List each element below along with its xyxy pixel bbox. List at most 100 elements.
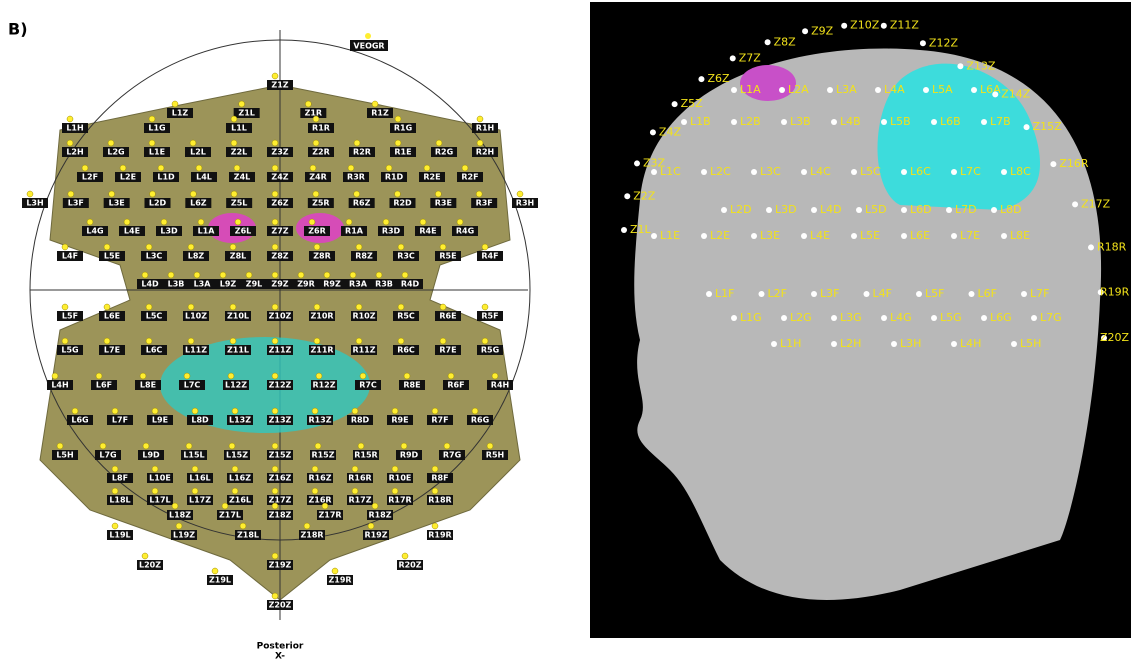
label-box — [348, 198, 375, 208]
label-box — [353, 450, 379, 460]
electrode — [149, 190, 156, 198]
electrode — [1072, 201, 1079, 208]
electrode — [123, 218, 131, 226]
label-box — [267, 450, 293, 460]
electrode-label: Z7Z — [271, 227, 288, 236]
label-box — [233, 108, 260, 118]
label-box — [144, 147, 170, 157]
electrode-label: L5C — [860, 165, 881, 178]
electrode-label: L3B — [790, 115, 811, 128]
electrode-label: L6F — [978, 287, 997, 300]
label-box — [82, 226, 108, 236]
electrode — [751, 169, 757, 175]
electrode-label: Z8R — [313, 252, 331, 261]
electrode — [190, 190, 197, 198]
electrode-label: R17Z — [348, 496, 371, 505]
electrode-label: L13Z — [229, 416, 251, 425]
electrode-label: L8E — [140, 381, 156, 390]
electrode — [951, 169, 957, 175]
label-box — [267, 198, 293, 208]
electrode — [431, 407, 439, 415]
electrode — [461, 164, 469, 172]
electrode — [1050, 161, 1057, 168]
electrode — [486, 442, 494, 450]
electrode — [1001, 233, 1007, 239]
label-box — [381, 172, 407, 182]
electrode-label: L2A — [788, 83, 809, 96]
electrode-label: R8Z — [355, 252, 373, 261]
electrode-label: R2R — [353, 148, 371, 157]
label-box — [310, 450, 336, 460]
electrode — [779, 87, 785, 93]
label-box — [189, 279, 215, 289]
electrode — [439, 303, 447, 311]
label-box — [171, 530, 197, 540]
electrode — [271, 552, 279, 560]
label-box — [147, 473, 173, 483]
label-box — [224, 450, 250, 460]
electrode — [189, 139, 197, 147]
label-box — [345, 279, 371, 289]
electrode-label: L18Z — [169, 511, 191, 520]
label-box — [435, 251, 461, 261]
label-box — [267, 473, 293, 483]
electrode-label: R6C — [397, 346, 415, 355]
label-box — [349, 147, 375, 157]
electrode-label: R1R — [312, 124, 330, 133]
label-box — [57, 251, 83, 261]
electrode-label: Z16Z — [269, 474, 292, 483]
electrode — [394, 115, 402, 123]
electrode — [271, 190, 279, 198]
label-box — [427, 530, 453, 540]
label-box — [267, 172, 293, 182]
electrode — [229, 243, 237, 251]
label-box — [183, 251, 209, 261]
electrode — [431, 487, 439, 495]
electrode — [698, 76, 705, 83]
electrode — [841, 22, 848, 29]
electrode-label: Z10L — [227, 312, 249, 321]
label-box — [304, 226, 330, 236]
electrode — [271, 337, 279, 345]
electrode — [851, 233, 857, 239]
label-box — [135, 380, 161, 390]
electrode-label: R7C — [359, 381, 377, 390]
label-box — [457, 172, 483, 182]
label-box — [397, 279, 423, 289]
electrode — [831, 341, 837, 347]
label-box — [419, 172, 445, 182]
electrode — [187, 243, 195, 251]
label-box — [300, 108, 327, 118]
electrode — [167, 271, 175, 279]
electrode — [197, 218, 205, 226]
electrode — [111, 407, 119, 415]
label-box — [267, 510, 293, 520]
electrode-label: L1A — [198, 227, 216, 236]
label-box — [393, 251, 419, 261]
electrode-label: L1G — [148, 124, 165, 133]
electrode — [781, 119, 787, 125]
label-box — [267, 251, 293, 261]
electrode — [435, 139, 443, 147]
electrode-label: L17Z — [189, 496, 211, 505]
label-box — [223, 380, 249, 390]
label-box — [107, 530, 133, 540]
electrode — [1087, 244, 1094, 251]
electrode-label: R20Z — [398, 561, 421, 570]
electrode — [355, 337, 363, 345]
electrode-label: Z20Z — [269, 601, 292, 610]
electrode — [901, 207, 907, 213]
label-box — [307, 198, 334, 208]
electrode-label: Z17L — [219, 511, 241, 520]
electrode — [435, 190, 442, 198]
electrode — [681, 119, 687, 125]
electrode — [471, 407, 479, 415]
label-box — [153, 172, 179, 182]
electrode — [231, 465, 239, 473]
label-box — [187, 415, 213, 425]
electrode — [476, 115, 484, 123]
label-box — [163, 279, 189, 289]
electrode-label: Z5Z — [681, 97, 704, 110]
electrode — [439, 243, 447, 251]
electrode — [230, 190, 238, 198]
